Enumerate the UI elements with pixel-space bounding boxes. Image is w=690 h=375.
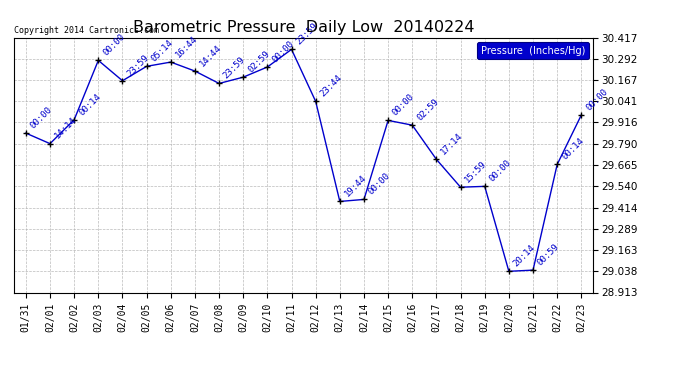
Text: 00:00: 00:00	[584, 87, 609, 112]
Text: 23:59: 23:59	[126, 53, 150, 78]
Text: 05:14: 05:14	[150, 38, 175, 63]
Text: 23:59: 23:59	[222, 55, 247, 81]
Text: 19:44: 19:44	[343, 173, 368, 199]
Text: 14:14: 14:14	[53, 116, 78, 141]
Text: 15:59: 15:59	[464, 159, 489, 184]
Text: 17:14: 17:14	[440, 131, 464, 157]
Text: 00:00: 00:00	[29, 105, 54, 130]
Text: 00:00: 00:00	[391, 92, 416, 118]
Text: 20:14: 20:14	[512, 243, 537, 268]
Title: Barometric Pressure  Daily Low  20140224: Barometric Pressure Daily Low 20140224	[133, 20, 474, 35]
Text: 14:44: 14:44	[198, 43, 223, 68]
Text: 23:44: 23:44	[319, 73, 344, 99]
Text: 00:00: 00:00	[270, 39, 295, 64]
Legend: Pressure  (Inches/Hg): Pressure (Inches/Hg)	[477, 42, 589, 59]
Text: 00:59: 00:59	[536, 242, 561, 267]
Text: 16:44: 16:44	[174, 34, 199, 59]
Text: 00:00: 00:00	[488, 158, 513, 184]
Text: 00:14: 00:14	[77, 92, 102, 117]
Text: Copyright 2014 Cartronics.com: Copyright 2014 Cartronics.com	[14, 26, 159, 35]
Text: 02:59: 02:59	[246, 49, 271, 74]
Text: 00:00: 00:00	[101, 32, 126, 58]
Text: 02:59: 02:59	[415, 97, 440, 122]
Text: 00:14: 00:14	[560, 136, 585, 162]
Text: 23:59: 23:59	[295, 21, 319, 46]
Text: 00:00: 00:00	[367, 171, 392, 196]
